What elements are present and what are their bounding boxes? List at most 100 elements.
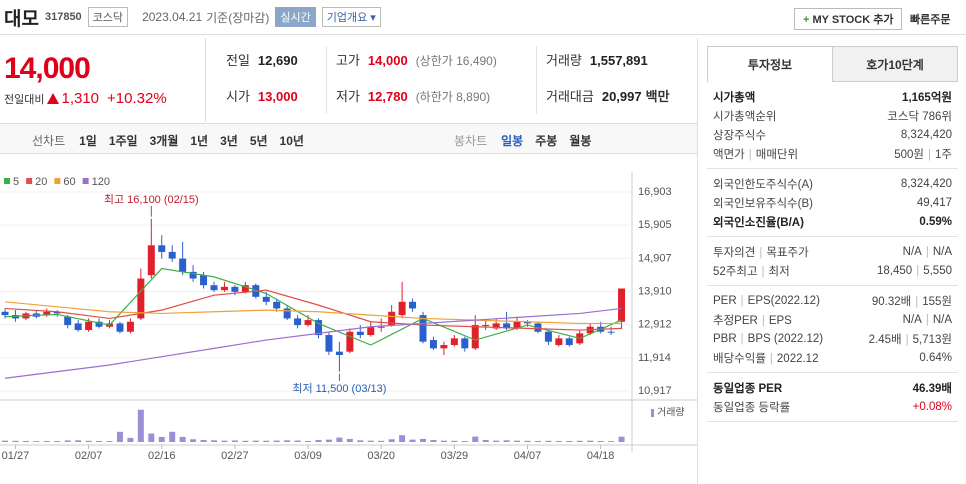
candle-body xyxy=(158,245,166,252)
row-label: 외국인소진율(B/A) xyxy=(713,216,804,229)
candle-body xyxy=(85,321,93,331)
candle-body xyxy=(220,286,228,291)
quote-value: 12,780 xyxy=(367,89,408,104)
volume-bar xyxy=(597,440,604,442)
side-row: PBR | BPS (2022.12) 2.45배 | 5,713원 xyxy=(713,329,952,348)
ma-line xyxy=(4,301,622,325)
quote-note: (상한가 16,490) xyxy=(415,54,497,68)
volume-bar xyxy=(482,439,489,442)
volume-bar xyxy=(43,440,50,442)
quick-order[interactable]: 빠른주문 xyxy=(910,14,951,26)
volume-bar xyxy=(346,438,353,442)
period-tab[interactable]: 1주일 xyxy=(108,134,138,148)
volume-bar xyxy=(179,436,186,442)
row-value: 2.45배 xyxy=(868,333,902,346)
up-arrow xyxy=(47,93,60,104)
side-tab[interactable]: 투자정보 xyxy=(707,46,833,82)
overview-button[interactable]: 기업개요 ▾ xyxy=(321,7,381,27)
side-panel: 투자정보 호가10단계 시가총액 1,165억원 시가총액순위 코스닥 786위 상장주식수… xyxy=(707,46,958,482)
y-tick-label: 15,905 xyxy=(638,219,672,231)
candle-body xyxy=(346,331,354,352)
period-tab[interactable]: 5년 xyxy=(249,134,268,148)
row-values: 코스닥 786위 xyxy=(887,108,952,124)
realtime-badge[interactable]: 실시간 xyxy=(275,7,316,27)
row-values: 500원 | 1주 xyxy=(894,146,952,162)
row-value: 0.59% xyxy=(919,215,952,228)
row-value: N/A xyxy=(902,313,922,326)
candle-body xyxy=(53,311,61,314)
period-tab[interactable]: 월봉 xyxy=(569,134,592,148)
row-labels: 시가총액순위 xyxy=(713,108,776,124)
row-value: N/A xyxy=(932,313,952,326)
period-tab[interactable]: 주봉 xyxy=(535,134,558,148)
header: 대모 317850 코스닥 2023.04.21 기준(장마감) 실시간 기업개… xyxy=(0,0,966,35)
candle-body xyxy=(179,258,187,272)
quote-label: 고가 xyxy=(336,53,360,68)
volume-bar xyxy=(200,439,207,442)
volume-bar xyxy=(378,440,385,442)
candle-body xyxy=(565,338,573,346)
candle-body xyxy=(513,321,521,329)
period-tab[interactable]: 3개월 xyxy=(149,134,179,148)
side-tab[interactable]: 호가10단계 xyxy=(833,46,958,82)
x-tick-label: 02/27 xyxy=(221,450,249,462)
quote-label: 전일 xyxy=(226,53,250,68)
period-tab[interactable]: 3년 xyxy=(220,134,238,148)
side-section: 외국인한도주식수(A) 8,324,420 외국인보유주식수(B) 49,417 외국인… xyxy=(707,169,958,237)
side-section: 시가총액 1,165억원 시가총액순위 코스닥 786위 상장주식수 8,324,420 액… xyxy=(707,82,958,169)
volume-bar xyxy=(430,439,437,442)
candle-body xyxy=(137,278,145,319)
mystock-button[interactable]: + MY STOCK 추가 xyxy=(794,8,903,30)
candle-body xyxy=(262,296,270,302)
row-values: 1,165억원 xyxy=(902,89,952,105)
candle-body xyxy=(450,338,458,346)
price-block: 14,000 전일대비 1,310 +10.32% xyxy=(0,38,206,122)
row-value: 90.32배 xyxy=(871,295,912,308)
row-label: 목표주가 xyxy=(766,246,809,259)
period-tab[interactable]: 10년 xyxy=(279,134,304,148)
candle-body xyxy=(147,245,155,276)
separator: | xyxy=(761,314,765,327)
candle-body xyxy=(241,285,249,292)
row-value: N/A xyxy=(902,245,922,258)
volume-label: 거래량 xyxy=(657,407,685,419)
row-label: 액면가 xyxy=(713,148,745,161)
row-label: 매매단위 xyxy=(755,148,799,161)
row-values: 46.39배 xyxy=(913,380,952,396)
volume-bar xyxy=(221,440,228,442)
period-tab[interactable]: 1년 xyxy=(190,134,209,148)
period-tab[interactable]: 일봉 xyxy=(501,134,524,148)
quote-cell: 저가 12,780 (하한가 8,890) xyxy=(336,86,490,105)
volume-swatch xyxy=(651,409,654,417)
volume-bar xyxy=(399,435,406,442)
candle-body xyxy=(471,325,479,349)
volume-bar xyxy=(158,436,165,442)
basis: 기준(장마감) xyxy=(206,10,270,25)
current-price: 14,000 xyxy=(4,52,91,85)
volume-bar xyxy=(169,431,176,442)
side-row: 배당수익률 | 2022.12 0.64% xyxy=(713,348,952,367)
volume-bar xyxy=(555,440,562,442)
quote-cell: 시가 13,000 xyxy=(226,86,298,105)
volume-bar xyxy=(587,440,594,442)
side-row: 시가총액 1,165억원 xyxy=(713,87,952,106)
candle-body xyxy=(409,301,417,309)
quote-cell: 거래대금 20,997 백만 xyxy=(546,86,670,105)
x-tick-label: 03/29 xyxy=(441,450,469,462)
volume-bar xyxy=(367,440,374,442)
separator: | xyxy=(740,332,744,345)
volume-bar xyxy=(618,436,625,442)
separator: | xyxy=(761,265,765,278)
period-tab[interactable]: 1일 xyxy=(79,134,97,148)
candle-body xyxy=(126,321,134,332)
candle-body xyxy=(607,331,615,333)
side-row: PER | EPS(2022.12) 90.32배 | 155원 xyxy=(713,291,952,310)
row-label: BPS (2022.12) xyxy=(747,332,824,345)
change: 1,310 xyxy=(61,90,100,107)
y-tick-label: 10,917 xyxy=(638,385,672,397)
volume-bar xyxy=(85,440,92,442)
row-label: 외국인한도주식수(A) xyxy=(713,178,813,191)
row-labels: 액면가 | 매매단위 xyxy=(713,146,798,162)
row-value: 5,713원 xyxy=(912,333,952,346)
volume-bar xyxy=(566,440,573,442)
